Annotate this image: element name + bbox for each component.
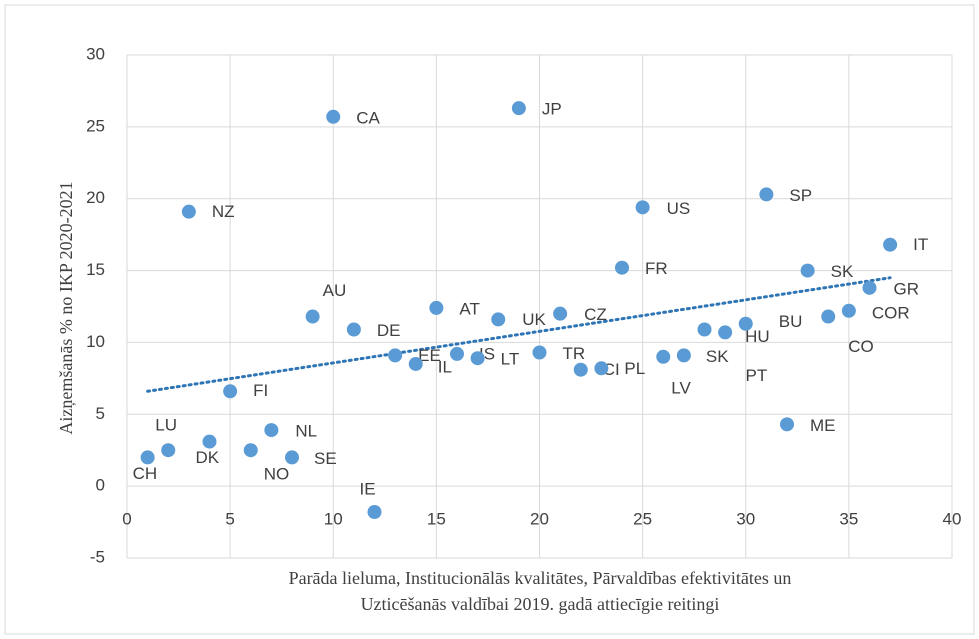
point	[738, 316, 753, 331]
point	[573, 362, 588, 377]
point-label: HU	[745, 327, 770, 346]
point	[553, 306, 568, 321]
point	[346, 322, 361, 337]
point-label: IE	[360, 479, 376, 498]
point-label: JP	[542, 100, 562, 119]
point	[862, 280, 877, 295]
point-label: FR	[645, 259, 668, 278]
point	[408, 356, 423, 371]
y-tick-label: 5	[96, 404, 105, 423]
chart-border	[4, 4, 975, 635]
x-tick-label: 20	[530, 510, 549, 529]
point-label: PL	[624, 359, 645, 378]
point-label: COR	[872, 303, 910, 322]
x-tick-label: 35	[839, 510, 858, 529]
x-tick-label: 15	[427, 510, 446, 529]
point	[511, 101, 526, 116]
point	[243, 443, 258, 458]
point-label: CO	[848, 337, 874, 356]
point	[223, 384, 238, 399]
x-tick-label: 25	[633, 510, 652, 529]
point	[532, 345, 547, 360]
x-tick-label: 40	[943, 510, 962, 529]
point-label: SK	[706, 347, 729, 366]
point-label: CZ	[584, 305, 607, 324]
point	[305, 309, 320, 324]
point-label: SK	[831, 262, 854, 281]
point	[388, 348, 403, 363]
point	[202, 434, 217, 449]
x-tick-label: 5	[225, 510, 234, 529]
point	[594, 361, 609, 376]
point	[821, 309, 836, 324]
x-tick-label: 0	[122, 510, 131, 529]
point-label: DE	[377, 321, 401, 340]
point-label: PT	[746, 366, 768, 385]
point-label: IT	[913, 235, 928, 254]
y-tick-label: 20	[86, 188, 105, 207]
point	[656, 349, 671, 364]
x-tick-label: 30	[736, 510, 755, 529]
point-label: SP	[789, 186, 812, 205]
point	[635, 200, 650, 215]
point	[841, 303, 856, 318]
point-label: AT	[459, 299, 479, 318]
point	[491, 312, 506, 327]
point-label: NZ	[212, 202, 235, 221]
point-label: LU	[155, 416, 177, 435]
point-label: EE	[418, 346, 441, 365]
point	[697, 322, 712, 337]
y-axis-label: Aizņemšanās % no IKP 2020-2021	[56, 181, 76, 434]
point-label: CH	[133, 464, 158, 483]
point-label: IL	[438, 357, 452, 376]
point-label: TR	[563, 344, 586, 363]
point-label: CA	[356, 108, 380, 127]
point-label: GR	[894, 279, 920, 298]
point-label: DK	[196, 448, 220, 467]
y-tick-label: -5	[90, 547, 105, 566]
point-label: NO	[264, 465, 290, 484]
point	[429, 300, 444, 315]
point-label: US	[667, 199, 691, 218]
point-label: LV	[671, 378, 691, 397]
point	[140, 450, 155, 465]
y-tick-label: 0	[96, 476, 105, 495]
y-tick-label: 15	[86, 260, 105, 279]
point-label: ME	[810, 416, 836, 435]
point	[615, 260, 629, 275]
point-label: AU	[323, 281, 347, 300]
x-axis-label: Parāda lieluma, Institucionālās kvalitāt…	[289, 568, 792, 588]
point	[676, 348, 691, 363]
point	[450, 346, 464, 361]
point	[800, 263, 815, 278]
point-label: NL	[295, 422, 317, 441]
point-label: LT	[501, 350, 520, 369]
point	[759, 187, 774, 202]
x-axis-label: Uzticēšanās valdībai 2019. gadā attiecīg…	[361, 594, 720, 614]
point	[367, 505, 382, 520]
point-label: UK	[522, 310, 546, 329]
point	[780, 417, 794, 432]
point	[470, 351, 485, 366]
point	[161, 443, 176, 458]
x-tick-label: 10	[324, 510, 343, 529]
y-tick-label: 30	[86, 44, 105, 63]
point-label: FI	[253, 381, 268, 400]
point-label: SE	[314, 449, 337, 468]
point	[326, 109, 341, 124]
point	[718, 325, 733, 340]
point	[883, 237, 898, 252]
point	[264, 423, 279, 438]
trendline	[146, 276, 892, 393]
point-label: BU	[779, 312, 803, 331]
point	[285, 450, 299, 465]
y-tick-label: 25	[86, 116, 105, 135]
y-tick-label: 10	[86, 332, 105, 351]
point	[181, 204, 196, 219]
